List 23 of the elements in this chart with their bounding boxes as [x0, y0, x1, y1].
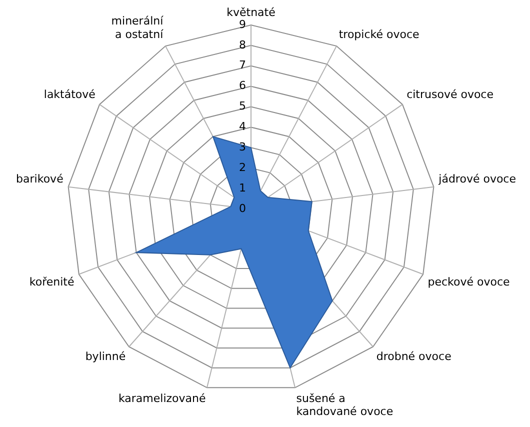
y-tick-label: 7: [239, 58, 246, 72]
spoke-label: barikové: [16, 172, 64, 186]
y-tick-label: 3: [239, 140, 246, 154]
y-tick-label: 1: [239, 181, 246, 194]
y-tick-label: 5: [239, 100, 246, 113]
spoke-label: jádrové ovoce: [438, 172, 516, 186]
spoke-label: kořenité: [29, 275, 74, 288]
spoke-label: drobné ovoce: [376, 350, 452, 363]
spoke-label: laktátové: [44, 88, 96, 101]
spoke-label: květnaté: [226, 6, 276, 20]
spoke-label: karamelizované: [118, 392, 206, 405]
y-tick-label: 2: [239, 160, 246, 174]
y-tick-label: 4: [239, 120, 246, 134]
y-tick-label: 0: [239, 202, 246, 215]
spoke-label: bylinné: [85, 350, 126, 363]
y-tick-label: 6: [239, 79, 246, 92]
y-tick-label: 8: [239, 38, 246, 52]
spoke-label: tropické ovoce: [338, 28, 420, 41]
y-tick-label: 9: [239, 18, 246, 31]
spoke-label: minerální a ostatní: [111, 14, 164, 41]
spoke-label: sušené a kandované ovoce: [296, 392, 394, 418]
spoke-label: peckové ovoce: [428, 275, 510, 288]
spoke-label: citrusové ovoce: [406, 88, 494, 101]
